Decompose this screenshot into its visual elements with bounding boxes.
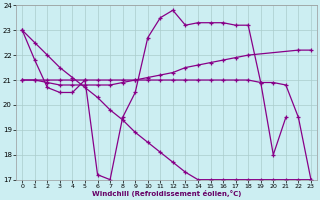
X-axis label: Windchill (Refroidissement éolien,°C): Windchill (Refroidissement éolien,°C) — [92, 190, 241, 197]
